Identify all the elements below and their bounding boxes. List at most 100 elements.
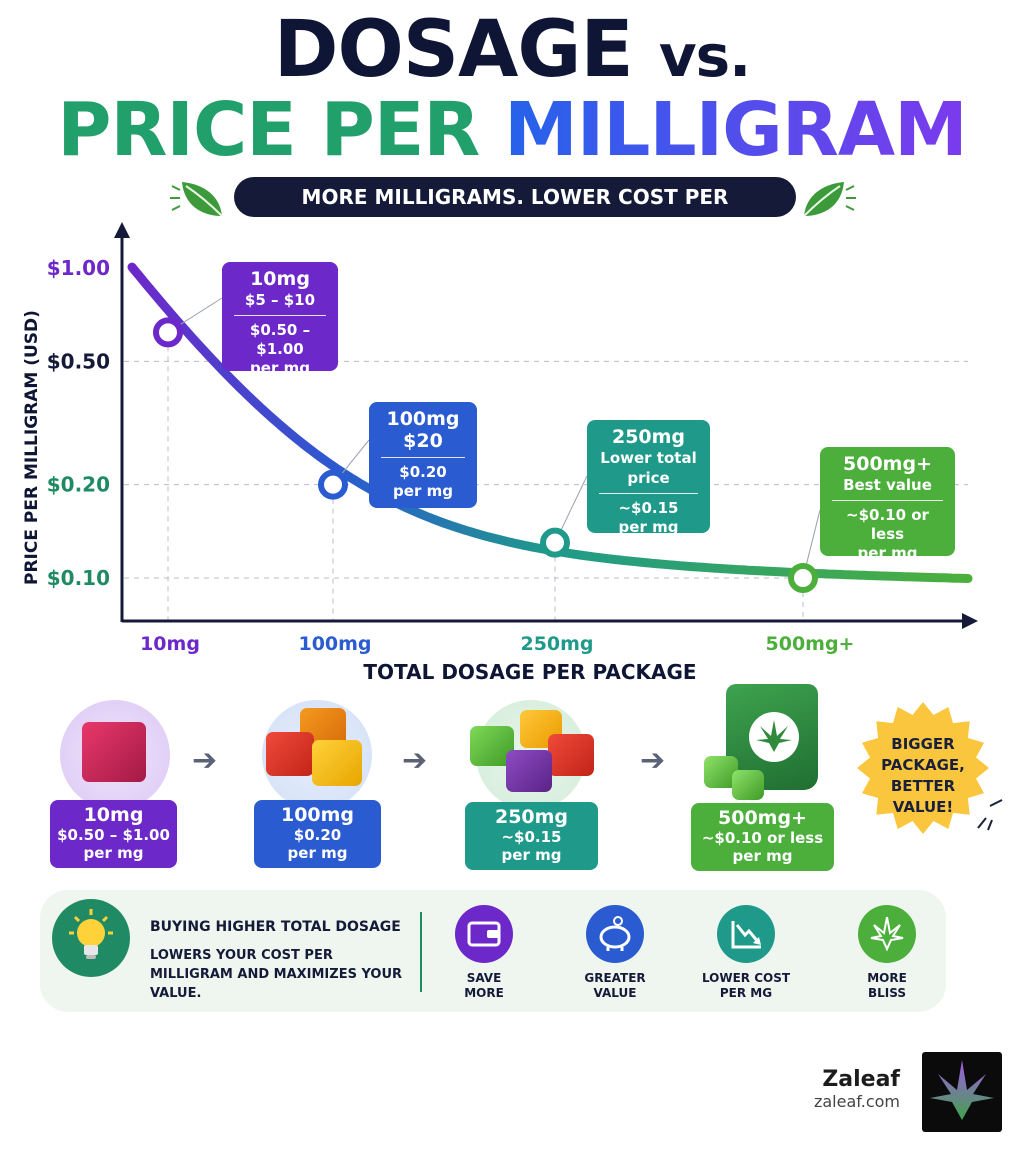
title-line-2: PRICE PER MILLIGRAM bbox=[0, 88, 1024, 172]
callout-price: ~$0.10 or less bbox=[846, 506, 929, 543]
lightbulb-glyph-icon bbox=[69, 909, 113, 959]
product-label-10mg: 10mg $0.50 – $1.00 per mg bbox=[50, 800, 177, 868]
title-milligram: MILLIGRAM bbox=[504, 87, 968, 173]
benefit-save-more: SAVE MORE bbox=[429, 971, 539, 1001]
leaf-icon bbox=[858, 905, 916, 963]
callout-divider bbox=[832, 500, 943, 501]
gummy-yellow-icon bbox=[312, 740, 362, 786]
callout-sub: Best value bbox=[843, 476, 932, 494]
title-line-1: DOSAGE vs. bbox=[0, 8, 1024, 98]
title-price-per: PRICE PER bbox=[57, 87, 480, 173]
callout-sub: $5 – $10 bbox=[244, 291, 316, 309]
y-tick-label: $1.00 bbox=[47, 256, 110, 280]
brand-name: Zaleaf bbox=[822, 1067, 900, 1092]
benefit-line: GREATER bbox=[584, 971, 646, 985]
leaf-left-icon bbox=[170, 182, 223, 217]
x-axis-title: TOTAL DOSAGE PER PACKAGE bbox=[363, 660, 697, 684]
gummy-red-icon bbox=[266, 732, 314, 776]
callout-price: $0.50 – $1.00 bbox=[249, 321, 311, 358]
trend-down-glyph-icon bbox=[731, 921, 761, 949]
arrow-right-icon: ➔ bbox=[640, 743, 666, 778]
x-tick-label: 10mg bbox=[140, 633, 200, 655]
x-tick-label: 500mg+ bbox=[766, 633, 855, 655]
piggy-bank-glyph-icon bbox=[599, 916, 631, 951]
title-dosage: DOSAGE bbox=[273, 5, 634, 95]
badge-line: BETTER bbox=[890, 777, 956, 795]
gummy-green-icon bbox=[732, 770, 764, 800]
callout-divider bbox=[381, 457, 465, 458]
benefit-line: SAVE bbox=[466, 971, 502, 985]
data-point bbox=[788, 563, 818, 593]
callout-100mg: 100mg $20 $0.20 per mg bbox=[369, 402, 477, 508]
benefit-more-bliss: MORE BLISS bbox=[832, 971, 942, 1001]
gummy-red-icon bbox=[82, 722, 146, 782]
panel-heading: BUYING HIGHER TOTAL DOSAGE bbox=[150, 919, 401, 935]
callout-price: ~$0.15 bbox=[618, 499, 679, 517]
benefit-line: MORE bbox=[464, 986, 504, 1000]
starburst-badge-icon bbox=[857, 702, 989, 834]
badge-line: PACKAGE, bbox=[881, 756, 965, 774]
product-unit: per mg bbox=[83, 844, 144, 862]
wallet-icon bbox=[455, 905, 513, 963]
gummy-red-icon bbox=[548, 734, 594, 776]
callout-10mg: 10mg $5 – $10 $0.50 – $1.00 per mg bbox=[222, 262, 338, 377]
y-tick-label: $0.20 bbox=[47, 473, 110, 497]
benefit-greater-value: GREATER VALUE bbox=[560, 971, 670, 1001]
product-unit: per mg bbox=[732, 847, 793, 865]
product-head: 250mg bbox=[494, 806, 569, 828]
y-tick-label: $0.50 bbox=[47, 349, 110, 373]
x-tick-label: 100mg bbox=[298, 633, 371, 655]
benefit-line: BLISS bbox=[867, 986, 906, 1000]
product-price: $0.20 bbox=[293, 826, 342, 844]
callout-sub: $20 bbox=[403, 430, 443, 452]
panel-divider bbox=[420, 912, 422, 992]
product-price: ~$0.10 or less bbox=[701, 829, 824, 847]
brand-url[interactable]: zaleaf.com bbox=[813, 1092, 900, 1111]
badge-line: VALUE! bbox=[892, 798, 954, 816]
panel-text: LOWERS YOUR COST PER MILLIGRAM AND MAXIM… bbox=[150, 948, 403, 1001]
arrow-right-icon: ➔ bbox=[192, 743, 218, 778]
data-point bbox=[318, 469, 348, 500]
badge-accent-icon bbox=[977, 799, 1003, 831]
benefit-line: LOWER COST bbox=[701, 971, 791, 985]
benefit-line: MORE bbox=[867, 971, 907, 985]
product-price: ~$0.15 bbox=[501, 828, 562, 846]
benefit-line: PER MG bbox=[719, 986, 773, 1000]
callout-head: 100mg bbox=[386, 408, 460, 430]
product-label-250mg: 250mg ~$0.15 per mg bbox=[465, 802, 598, 870]
product-head: 500mg+ bbox=[718, 807, 807, 829]
gummy-purple-icon bbox=[506, 750, 552, 792]
callout-unit: per mg bbox=[393, 482, 453, 500]
y-axis-title: PRICE PER MILLIGRAM (USD) bbox=[22, 310, 42, 585]
product-price: $0.50 – $1.00 bbox=[57, 826, 170, 844]
callout-price: $0.20 bbox=[399, 463, 447, 481]
product-unit: per mg bbox=[287, 844, 348, 862]
data-point bbox=[153, 317, 183, 348]
x-axis-arrow-icon bbox=[962, 613, 978, 629]
x-tick-label: 250mg bbox=[520, 633, 593, 655]
callout-unit: per mg bbox=[618, 518, 679, 536]
benefit-line: VALUE bbox=[593, 986, 637, 1000]
callout-head: 10mg bbox=[250, 268, 310, 290]
wallet-glyph-icon bbox=[467, 921, 501, 947]
product-label-100mg: 100mg $0.20 per mg bbox=[254, 800, 381, 868]
arrow-right-icon: ➔ bbox=[402, 743, 428, 778]
leaf-right-icon bbox=[803, 182, 856, 217]
callout-sub: Lower total price bbox=[600, 449, 697, 487]
callout-250mg: 250mg Lower total price ~$0.15 per mg bbox=[587, 420, 710, 536]
product-head: 100mg bbox=[280, 804, 355, 826]
product-unit: per mg bbox=[501, 846, 562, 864]
brand-leaf-icon bbox=[930, 1060, 994, 1120]
title-vs: vs. bbox=[658, 22, 751, 90]
value-badge-text: BIGGER PACKAGE, BETTER VALUE! bbox=[855, 734, 991, 818]
callout-divider bbox=[599, 493, 698, 494]
callout-head: 250mg bbox=[611, 426, 686, 448]
cannabis-leaf-icon bbox=[756, 720, 792, 752]
y-axis-arrow-icon bbox=[114, 222, 130, 238]
price-curve-chart: $1.00 $0.50 $0.20 $0.10 10mg 100mg 250mg 500mg+ bbox=[47, 222, 978, 655]
callout-divider bbox=[234, 315, 326, 316]
product-label-500mg: 500mg+ ~$0.10 or less per mg bbox=[691, 803, 834, 871]
callout-500mg: 500mg+ Best value ~$0.10 or less per mg bbox=[820, 447, 955, 562]
tagline: MORE MILLIGRAMS. LOWER COST PER MILLIGRA… bbox=[234, 177, 796, 249]
callout-head: 500mg+ bbox=[843, 453, 932, 475]
